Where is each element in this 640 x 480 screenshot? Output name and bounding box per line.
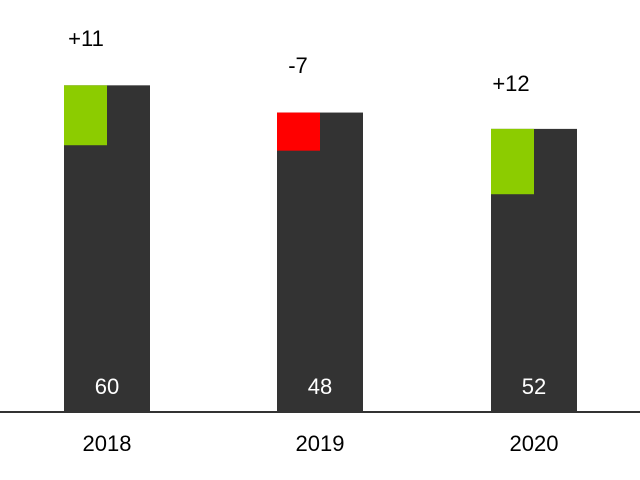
x-tick-label-2018: 2018	[83, 431, 132, 456]
delta-label-2019: -7	[288, 53, 308, 78]
delta-bars-layer	[64, 85, 534, 195]
value-label-2020: 52	[522, 374, 546, 399]
bar-2019	[277, 112, 363, 413]
delta-bar-2019	[277, 112, 320, 151]
x-tick-label-2019: 2019	[296, 431, 345, 456]
delta-bar-2020	[491, 128, 534, 195]
x-tick-label-2020: 2020	[510, 431, 559, 456]
delta-label-2018: +11	[68, 26, 104, 51]
delta-bar-2018	[64, 85, 107, 146]
value-label-2019: 48	[308, 374, 332, 399]
value-label-2018: 60	[95, 374, 119, 399]
delta-label-2020: +12	[492, 71, 529, 96]
